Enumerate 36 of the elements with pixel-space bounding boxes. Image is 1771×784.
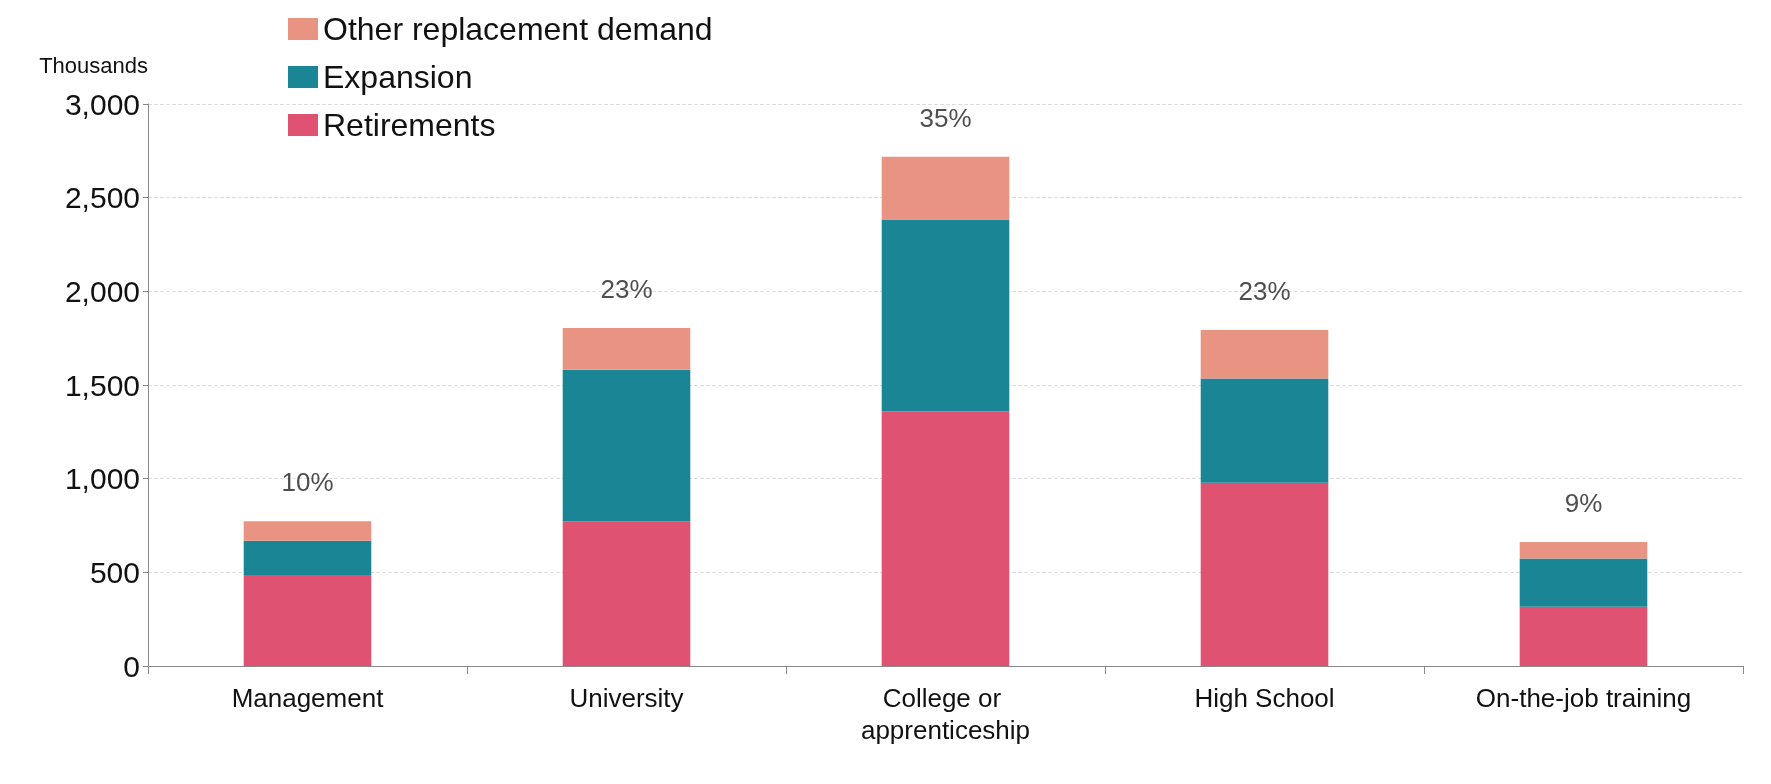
bar bbox=[1200, 482, 1329, 666]
annotation: 23% bbox=[600, 274, 653, 305]
y-tick-label: 1,500 bbox=[64, 368, 140, 402]
bar bbox=[1519, 606, 1648, 666]
bar bbox=[881, 219, 1010, 412]
annotation: 10% bbox=[281, 467, 334, 498]
annotation: 23% bbox=[1238, 276, 1291, 307]
bar bbox=[881, 156, 1010, 220]
legend-label: Expansion bbox=[323, 59, 473, 95]
bar bbox=[562, 328, 691, 370]
x-tick-label: Management bbox=[231, 683, 385, 713]
bar bbox=[243, 540, 372, 575]
bar bbox=[1519, 541, 1648, 559]
bar bbox=[881, 411, 1010, 666]
bar bbox=[243, 521, 372, 541]
x-tick-label: College or apprenticeship bbox=[860, 683, 1031, 745]
bar bbox=[243, 574, 372, 666]
bar bbox=[1200, 330, 1329, 379]
annotation: 35% bbox=[919, 102, 972, 133]
y-tick-label: 500 bbox=[89, 555, 140, 589]
y-tick-label: 2,000 bbox=[64, 274, 140, 308]
y-tick-label: 1,000 bbox=[64, 462, 140, 496]
x-tick-label: University bbox=[569, 683, 684, 713]
bar bbox=[562, 369, 691, 522]
bar bbox=[562, 521, 691, 666]
annotation: 9% bbox=[1564, 487, 1603, 518]
bar bbox=[1519, 558, 1648, 607]
bar bbox=[1200, 378, 1329, 483]
x-tick-label: High School bbox=[1194, 683, 1335, 713]
legend-label: Retirements bbox=[323, 107, 496, 143]
y-tick-label: 3,000 bbox=[64, 87, 140, 121]
y-axis-title: Thousands bbox=[39, 52, 148, 78]
y-tick-label: 0 bbox=[123, 649, 140, 683]
legend-label: Other replacement demand bbox=[323, 11, 713, 47]
x-tick-label: On-the-job training bbox=[1475, 683, 1692, 713]
y-tick-label: 2,500 bbox=[64, 181, 140, 215]
